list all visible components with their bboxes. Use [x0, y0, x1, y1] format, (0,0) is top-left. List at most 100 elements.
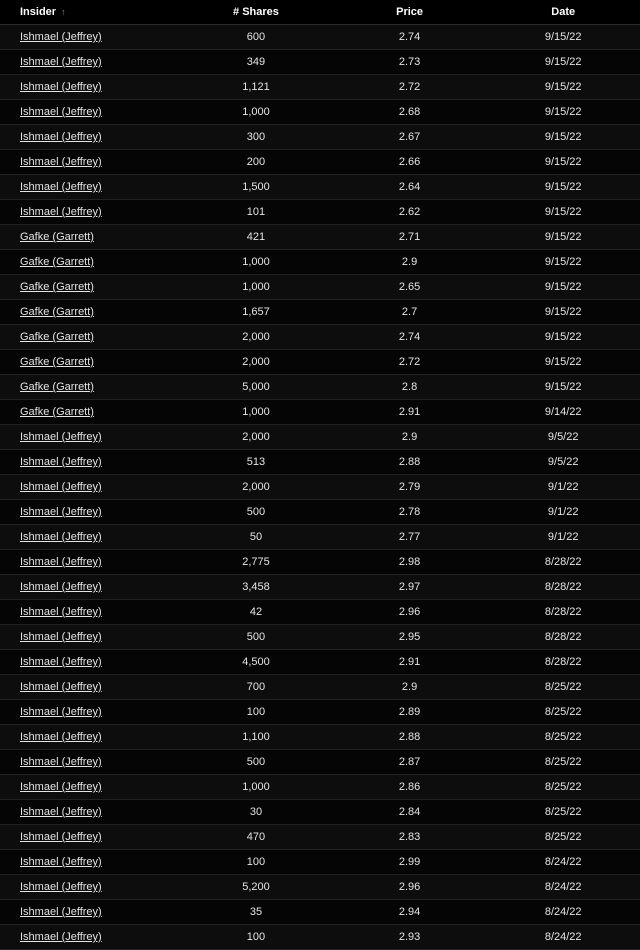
cell-shares: 500 — [179, 625, 333, 650]
table-body: Ishmael (Jeffrey)6002.749/15/22Ishmael (… — [0, 25, 640, 950]
table-row: Gafke (Garrett)5,0002.89/15/22 — [0, 375, 640, 400]
insider-link[interactable]: Ishmael (Jeffrey) — [20, 906, 102, 918]
cell-price: 2.67 — [333, 125, 487, 150]
col-header-insider[interactable]: Insider ↑ — [0, 0, 179, 25]
table-row: Gafke (Garrett)1,0002.659/15/22 — [0, 275, 640, 300]
insider-link[interactable]: Gafke (Garrett) — [20, 356, 94, 368]
insider-link[interactable]: Gafke (Garrett) — [20, 281, 94, 293]
table-row: Gafke (Garrett)1,0002.919/14/22 — [0, 400, 640, 425]
cell-shares: 500 — [179, 500, 333, 525]
cell-date: 9/15/22 — [486, 100, 640, 125]
insider-link[interactable]: Gafke (Garrett) — [20, 381, 94, 393]
cell-shares: 35 — [179, 900, 333, 925]
cell-shares: 1,657 — [179, 300, 333, 325]
table-row: Ishmael (Jeffrey)4,5002.918/28/22 — [0, 650, 640, 675]
cell-insider: Ishmael (Jeffrey) — [0, 150, 179, 175]
insider-link[interactable]: Ishmael (Jeffrey) — [20, 881, 102, 893]
insider-link[interactable]: Ishmael (Jeffrey) — [20, 181, 102, 193]
insider-link[interactable]: Ishmael (Jeffrey) — [20, 831, 102, 843]
insider-link[interactable]: Ishmael (Jeffrey) — [20, 656, 102, 668]
insider-link[interactable]: Ishmael (Jeffrey) — [20, 506, 102, 518]
insider-link[interactable]: Ishmael (Jeffrey) — [20, 681, 102, 693]
insider-link[interactable]: Ishmael (Jeffrey) — [20, 556, 102, 568]
cell-shares: 42 — [179, 600, 333, 625]
cell-date: 8/25/22 — [486, 700, 640, 725]
table-row: Gafke (Garrett)2,0002.729/15/22 — [0, 350, 640, 375]
insider-link[interactable]: Ishmael (Jeffrey) — [20, 581, 102, 593]
cell-insider: Gafke (Garrett) — [0, 250, 179, 275]
cell-shares: 600 — [179, 25, 333, 50]
insider-link[interactable]: Ishmael (Jeffrey) — [20, 456, 102, 468]
cell-date: 8/25/22 — [486, 750, 640, 775]
cell-date: 9/1/22 — [486, 475, 640, 500]
cell-date: 9/5/22 — [486, 450, 640, 475]
col-header-date[interactable]: Date — [486, 0, 640, 25]
insider-link[interactable]: Ishmael (Jeffrey) — [20, 531, 102, 543]
cell-date: 8/25/22 — [486, 725, 640, 750]
header-label: # Shares — [233, 6, 279, 18]
cell-shares: 50 — [179, 525, 333, 550]
cell-date: 9/15/22 — [486, 50, 640, 75]
insider-link[interactable]: Ishmael (Jeffrey) — [20, 731, 102, 743]
cell-date: 9/1/22 — [486, 500, 640, 525]
insider-link[interactable]: Ishmael (Jeffrey) — [20, 756, 102, 768]
table-row: Ishmael (Jeffrey)1002.998/24/22 — [0, 850, 640, 875]
cell-shares: 470 — [179, 825, 333, 850]
cell-shares: 500 — [179, 750, 333, 775]
cell-price: 2.84 — [333, 800, 487, 825]
insider-link[interactable]: Ishmael (Jeffrey) — [20, 781, 102, 793]
cell-price: 2.86 — [333, 775, 487, 800]
insider-link[interactable]: Ishmael (Jeffrey) — [20, 131, 102, 143]
cell-date: 8/28/22 — [486, 575, 640, 600]
table-row: Ishmael (Jeffrey)302.848/25/22 — [0, 800, 640, 825]
insider-link[interactable]: Ishmael (Jeffrey) — [20, 631, 102, 643]
cell-price: 2.7 — [333, 300, 487, 325]
insider-link[interactable]: Gafke (Garrett) — [20, 306, 94, 318]
cell-insider: Ishmael (Jeffrey) — [0, 425, 179, 450]
cell-price: 2.65 — [333, 275, 487, 300]
cell-date: 9/5/22 — [486, 425, 640, 450]
insider-link[interactable]: Ishmael (Jeffrey) — [20, 706, 102, 718]
table-row: Ishmael (Jeffrey)352.948/24/22 — [0, 900, 640, 925]
insider-link[interactable]: Gafke (Garrett) — [20, 331, 94, 343]
cell-insider: Ishmael (Jeffrey) — [0, 575, 179, 600]
table-row: Ishmael (Jeffrey)5132.889/5/22 — [0, 450, 640, 475]
cell-shares: 1,000 — [179, 775, 333, 800]
insider-link[interactable]: Ishmael (Jeffrey) — [20, 806, 102, 818]
cell-insider: Ishmael (Jeffrey) — [0, 875, 179, 900]
col-header-price[interactable]: Price — [333, 0, 487, 25]
insider-link[interactable]: Gafke (Garrett) — [20, 406, 94, 418]
cell-date: 8/25/22 — [486, 675, 640, 700]
cell-date: 8/25/22 — [486, 825, 640, 850]
cell-shares: 2,000 — [179, 325, 333, 350]
insider-link[interactable]: Ishmael (Jeffrey) — [20, 481, 102, 493]
cell-price: 2.87 — [333, 750, 487, 775]
cell-price: 2.9 — [333, 675, 487, 700]
col-header-shares[interactable]: # Shares — [179, 0, 333, 25]
insider-link[interactable]: Gafke (Garrett) — [20, 256, 94, 268]
cell-insider: Ishmael (Jeffrey) — [0, 925, 179, 950]
insider-link[interactable]: Ishmael (Jeffrey) — [20, 856, 102, 868]
insider-link[interactable]: Ishmael (Jeffrey) — [20, 156, 102, 168]
cell-insider: Ishmael (Jeffrey) — [0, 475, 179, 500]
insider-link[interactable]: Gafke (Garrett) — [20, 231, 94, 243]
cell-price: 2.74 — [333, 25, 487, 50]
cell-shares: 5,000 — [179, 375, 333, 400]
insider-link[interactable]: Ishmael (Jeffrey) — [20, 31, 102, 43]
insider-link[interactable]: Ishmael (Jeffrey) — [20, 56, 102, 68]
insider-link[interactable]: Ishmael (Jeffrey) — [20, 106, 102, 118]
insider-link[interactable]: Ishmael (Jeffrey) — [20, 606, 102, 618]
cell-insider: Gafke (Garrett) — [0, 375, 179, 400]
cell-shares: 2,000 — [179, 425, 333, 450]
insider-link[interactable]: Ishmael (Jeffrey) — [20, 206, 102, 218]
header-label: Price — [396, 6, 423, 18]
insider-link[interactable]: Ishmael (Jeffrey) — [20, 81, 102, 93]
insider-link[interactable]: Ishmael (Jeffrey) — [20, 431, 102, 443]
cell-date: 8/28/22 — [486, 600, 640, 625]
table-row: Ishmael (Jeffrey)7002.98/25/22 — [0, 675, 640, 700]
cell-date: 9/15/22 — [486, 25, 640, 50]
insider-link[interactable]: Ishmael (Jeffrey) — [20, 931, 102, 943]
table-row: Ishmael (Jeffrey)1,1212.729/15/22 — [0, 75, 640, 100]
cell-insider: Ishmael (Jeffrey) — [0, 825, 179, 850]
insider-transactions-table: Insider ↑ # Shares Price Date Ishmael (J… — [0, 0, 640, 950]
